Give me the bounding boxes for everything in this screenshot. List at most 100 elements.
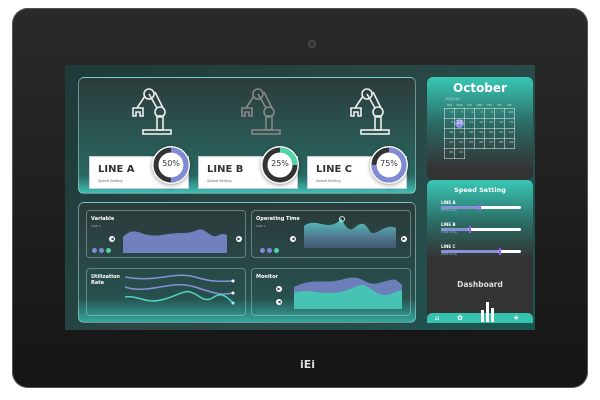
variable-chart[interactable]: Variable LINE C ◀ ▶ (86, 210, 246, 258)
brand-logo: iEi (300, 358, 316, 371)
dashboard-label: Dashboard (457, 280, 503, 289)
calendar-day[interactable]: 13 (484, 117, 495, 129)
calendar-day[interactable]: 24 (454, 137, 465, 149)
calendar-day[interactable]: 16 (444, 127, 455, 139)
charts-panel: Variable LINE C ◀ ▶ Operating Time LINE … (78, 202, 416, 323)
speed-slider[interactable]: LINE B (1500 mm/s) (441, 222, 521, 234)
calendar-day[interactable]: 1/8 (504, 107, 515, 119)
slider-unit: (1500 mm/s) (441, 231, 458, 234)
calendar-day[interactable]: 23 (444, 137, 455, 149)
legend-dot[interactable] (106, 248, 111, 253)
calendar-day[interactable]: 20 (484, 127, 495, 139)
line-name: LINE C (316, 164, 353, 175)
calendar-day[interactable]: 29 (504, 137, 515, 149)
line-subtitle: Speed Setting (316, 179, 341, 183)
progress-percent: 50% (162, 159, 180, 168)
calendar-day[interactable]: 22 (504, 127, 515, 139)
legend-dot[interactable] (99, 248, 104, 253)
calendar-day[interactable]: 6 (484, 107, 495, 119)
slider-handle[interactable] (469, 226, 471, 233)
bar-chart-icon[interactable] (481, 302, 494, 322)
chart-title: Operating Time (256, 216, 300, 222)
calendar-month: October (453, 81, 507, 95)
slider-handle[interactable] (498, 248, 501, 255)
legend-dot[interactable] (260, 248, 265, 253)
robot-arm-icon (127, 86, 179, 138)
next-arrow-icon[interactable]: ▶ (276, 286, 282, 292)
calendar-day[interactable]: 4 (464, 107, 475, 119)
line-subtitle: Speed Setting (207, 179, 232, 183)
slider-handle[interactable] (479, 204, 482, 211)
day-number: 10 (455, 118, 464, 128)
speed-slider[interactable]: LINE C (4500 mm/s) (441, 244, 521, 256)
calendar-day[interactable]: 31 (454, 147, 465, 159)
calendar-day[interactable]: 14 (494, 117, 505, 129)
chart-subtitle: LINE C (91, 224, 101, 228)
calendar-day[interactable]: 30 (444, 147, 455, 159)
speed-slider[interactable]: LINE A (3000 mm/s) (441, 200, 521, 212)
slider-label: LINE B (441, 222, 456, 227)
slider-track[interactable] (441, 204, 521, 211)
progress-ring: 75% (370, 146, 408, 184)
weekday-header: SAT (507, 104, 512, 108)
slider-fill (441, 250, 499, 253)
legend-dot[interactable] (92, 248, 97, 253)
prev-arrow-icon[interactable]: ◀ (109, 236, 115, 242)
progress-arc (371, 147, 407, 183)
monitor-chart[interactable]: Monitor ▶ ◀ (251, 268, 411, 316)
legend-dot[interactable] (274, 248, 279, 253)
bottom-nav: ⌂ ✿ ★ (427, 302, 533, 323)
calendar-day[interactable]: 18 (464, 127, 475, 139)
speed-setting-widget: Speed Setting LINE A (3000 mm/s) LINE B … (427, 180, 533, 323)
utilization-rate-chart[interactable]: Utilization Rate (86, 268, 246, 316)
calendar-day[interactable]: 21 (494, 127, 505, 139)
utilization-line-chart (125, 274, 235, 305)
progress-arc (262, 147, 298, 183)
progress-ring: 50% (152, 146, 190, 184)
calendar-day[interactable]: 11 (464, 117, 475, 129)
chart-title: Utilization Rate (91, 274, 120, 286)
slider-unit: (3000 mm/s) (441, 209, 458, 212)
chart-title: Monitor (256, 274, 278, 280)
production-lines-panel: LINE A Speed Setting 50% LINE B Speed Se… (78, 77, 416, 194)
calendar-day-selected[interactable]: 10 (454, 117, 465, 129)
slider-label: LINE C (441, 244, 456, 249)
next-arrow-icon[interactable]: ▶ (236, 236, 242, 242)
prev-arrow-icon[interactable]: ◀ (276, 299, 282, 305)
calendar-day[interactable]: 5 (474, 107, 485, 119)
robot-arm-icon (345, 86, 397, 138)
monitor-area-chart (294, 277, 402, 309)
prev-arrow-icon[interactable]: ◀ (290, 236, 296, 242)
weekday-header: TUE (467, 104, 472, 108)
line-name: LINE A (98, 164, 135, 175)
calendar-day[interactable]: 26 (474, 137, 485, 149)
progress-percent: 25% (271, 159, 289, 168)
operating-area-chart (304, 216, 396, 248)
slider-track[interactable] (441, 248, 521, 255)
calendar-day[interactable]: 27 (484, 137, 495, 149)
calendar-day[interactable]: 17 (454, 127, 465, 139)
slider-track[interactable] (441, 226, 521, 233)
calendar-day[interactable]: 7 (494, 107, 505, 119)
operating-time-chart[interactable]: Operating Time LINE A ◀ ▶ (251, 210, 411, 258)
next-arrow-icon[interactable]: ▶ (401, 236, 407, 242)
calendar-day[interactable]: 12 (474, 117, 485, 129)
progress-percent: 75% (380, 159, 398, 168)
gear-icon[interactable]: ✿ (457, 314, 463, 322)
line-subtitle: Speed Setting (98, 179, 123, 183)
calendar-day[interactable]: 2 (444, 107, 455, 119)
weekday-header: SUN (446, 104, 453, 108)
legend-dot[interactable] (267, 248, 272, 253)
calendar-day[interactable]: 3 (454, 107, 465, 119)
home-icon[interactable]: ⌂ (435, 314, 440, 322)
calendar-day[interactable]: 19 (474, 127, 485, 139)
calendar-day[interactable]: 15 (504, 117, 515, 129)
weekday-header: MON (456, 104, 463, 108)
calendar-day[interactable]: 9 (444, 117, 455, 129)
star-icon[interactable]: ★ (513, 314, 520, 322)
speed-setting-title: Speed Setting (454, 186, 506, 194)
variable-area-chart (123, 229, 227, 253)
calendar-day[interactable]: 28 (494, 137, 505, 149)
calendar-day[interactable]: 25 (464, 137, 475, 149)
slider-label: LINE A (441, 200, 456, 205)
